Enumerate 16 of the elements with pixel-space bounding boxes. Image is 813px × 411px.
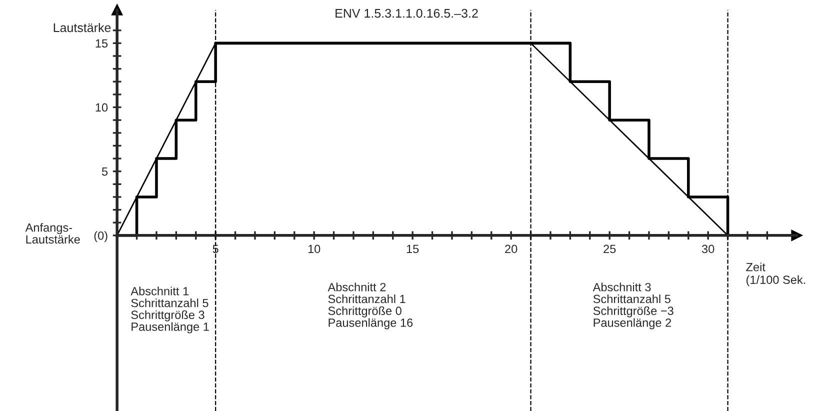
text: Anfangs- Lautstärke (25, 223, 80, 244)
x-tick-label: 10 (308, 244, 320, 254)
annotation: Abschnitt 3 Schrittanzahl 5 Schrittgröße −3 Pausenlänge 2 (592, 282, 674, 330)
y-tick-label: 10 (96, 103, 108, 112)
x-tick-label: 30 (702, 244, 714, 254)
x-axis-title: Zeit (1/100 Sek. (746, 262, 806, 286)
annotation: Abschnitt 2 Schrittanzahl 1 Schrittgröße 0 Pausenlänge 16 (328, 282, 413, 330)
y-tick-label: 15 (96, 39, 108, 48)
annotation: Abschnitt 1 Schrittanzahl 5 Schrittgröße 3 Pausenlänge 1 (130, 286, 209, 334)
x-tick-label: 15 (406, 244, 419, 254)
y-tick-label: 5 (102, 168, 108, 176)
x-tick-label: 25 (604, 244, 616, 254)
x-tick-label: 20 (505, 244, 518, 254)
y-tick-label: (0) (94, 231, 108, 242)
y-axis-title: Lautstärke (54, 22, 111, 32)
chart-title: ENV 1.5.3.1.1.0.16.5.–3.2 (336, 8, 478, 18)
